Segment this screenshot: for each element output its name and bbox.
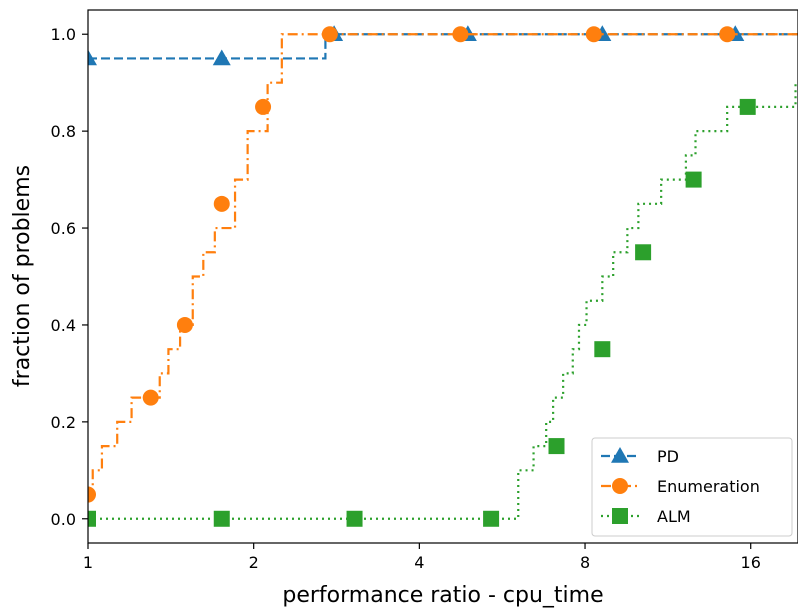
legend-item-enumeration: Enumeration (601, 477, 760, 496)
series-layer (88, 25, 798, 527)
series-marker-enumeration (452, 26, 469, 43)
series-marker-alm (548, 438, 565, 455)
legend-marker (612, 508, 628, 524)
legend-item-alm: ALM (601, 507, 691, 526)
plot-area-frame (87, 9, 798, 544)
series-marker-enumeration (176, 316, 193, 333)
series-marker-pd (212, 49, 231, 66)
series-marker-enumeration (585, 26, 602, 43)
y-tick-label: 0.0 (51, 510, 76, 529)
series-marker-enumeration (719, 26, 736, 43)
series-marker-enumeration (321, 26, 338, 43)
x-tick-label: 4 (414, 553, 424, 572)
legend-label: Enumeration (657, 477, 760, 496)
legend-label: PD (657, 447, 679, 466)
x-tick-label: 16 (741, 553, 761, 572)
series-marker-alm (88, 510, 96, 527)
y-tick-label: 0.8 (51, 122, 76, 141)
legend-box (591, 437, 793, 537)
series-enumeration (88, 26, 798, 503)
series-marker-alm (346, 510, 363, 527)
series-pd (88, 25, 798, 66)
series-marker-enumeration (255, 98, 272, 115)
y-axis-title: fraction of problems (10, 165, 35, 387)
y-tick-label: 0.2 (51, 413, 76, 432)
x-tick-label: 2 (249, 553, 259, 572)
series-marker-alm (213, 510, 230, 527)
series-marker-enumeration (88, 486, 96, 503)
legend-marker (611, 447, 629, 463)
legend-item-pd: PD (601, 447, 679, 466)
y-tick-label: 0.4 (51, 316, 76, 335)
legend: PD Enumeration ALM (591, 437, 793, 537)
y-axis: 0.0 0.2 0.4 0.6 0.8 1.0 (51, 25, 88, 529)
series-marker-alm (739, 98, 756, 115)
y-tick-label: 0.6 (51, 219, 76, 238)
series-marker-alm (594, 341, 611, 358)
x-axis-title: performance ratio - cpu_time (282, 583, 603, 608)
series-marker-enumeration (142, 389, 159, 406)
x-tick-label: 1 (83, 553, 93, 572)
x-axis: 1 2 4 8 16 (83, 543, 761, 572)
series-line-pd (88, 33, 798, 60)
legend-label: ALM (657, 507, 691, 526)
x-tick-label: 8 (580, 553, 590, 572)
series-marker-enumeration (213, 195, 230, 212)
series-marker-alm (635, 244, 652, 261)
y-tick-label: 1.0 (51, 25, 76, 44)
series-alm (88, 81, 798, 527)
series-line-alm (88, 81, 798, 520)
series-marker-alm (483, 510, 500, 527)
series-marker-pd (88, 49, 97, 66)
legend-marker (612, 478, 628, 494)
series-line-enumeration (88, 33, 798, 496)
series-marker-alm (685, 171, 702, 188)
